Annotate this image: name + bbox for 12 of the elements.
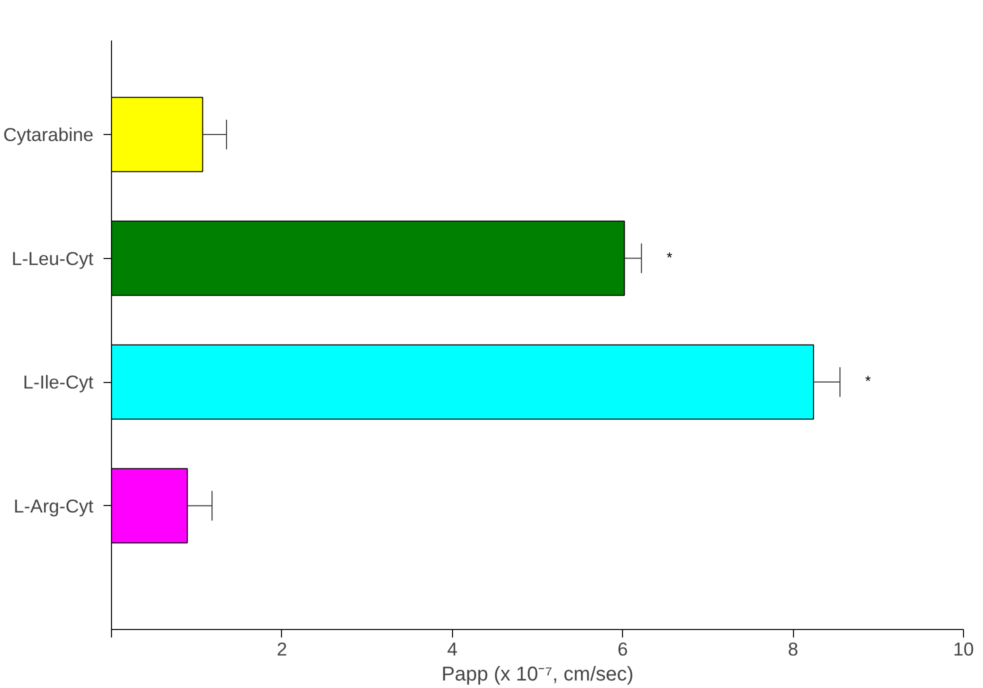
x-tick-label: 10 bbox=[953, 638, 974, 660]
x-tick-label: 2 bbox=[276, 638, 288, 660]
x-tick-label: 4 bbox=[447, 638, 458, 660]
y-tick-label: L-Ile-Cyt bbox=[23, 372, 94, 393]
x-tick-label: 6 bbox=[618, 638, 628, 660]
annotation: * bbox=[666, 250, 673, 266]
y-tick-label: L-Arg-Cyt bbox=[14, 495, 94, 516]
y-tick-label: Cytarabine bbox=[3, 124, 94, 146]
x-tick-label: 8 bbox=[788, 638, 798, 660]
y-tick-label: L-Leu-Cyt bbox=[12, 248, 94, 269]
x-axis-title: Papp (x 10⁻⁷, cm/sec) bbox=[441, 664, 634, 686]
annotation: * bbox=[865, 374, 872, 390]
